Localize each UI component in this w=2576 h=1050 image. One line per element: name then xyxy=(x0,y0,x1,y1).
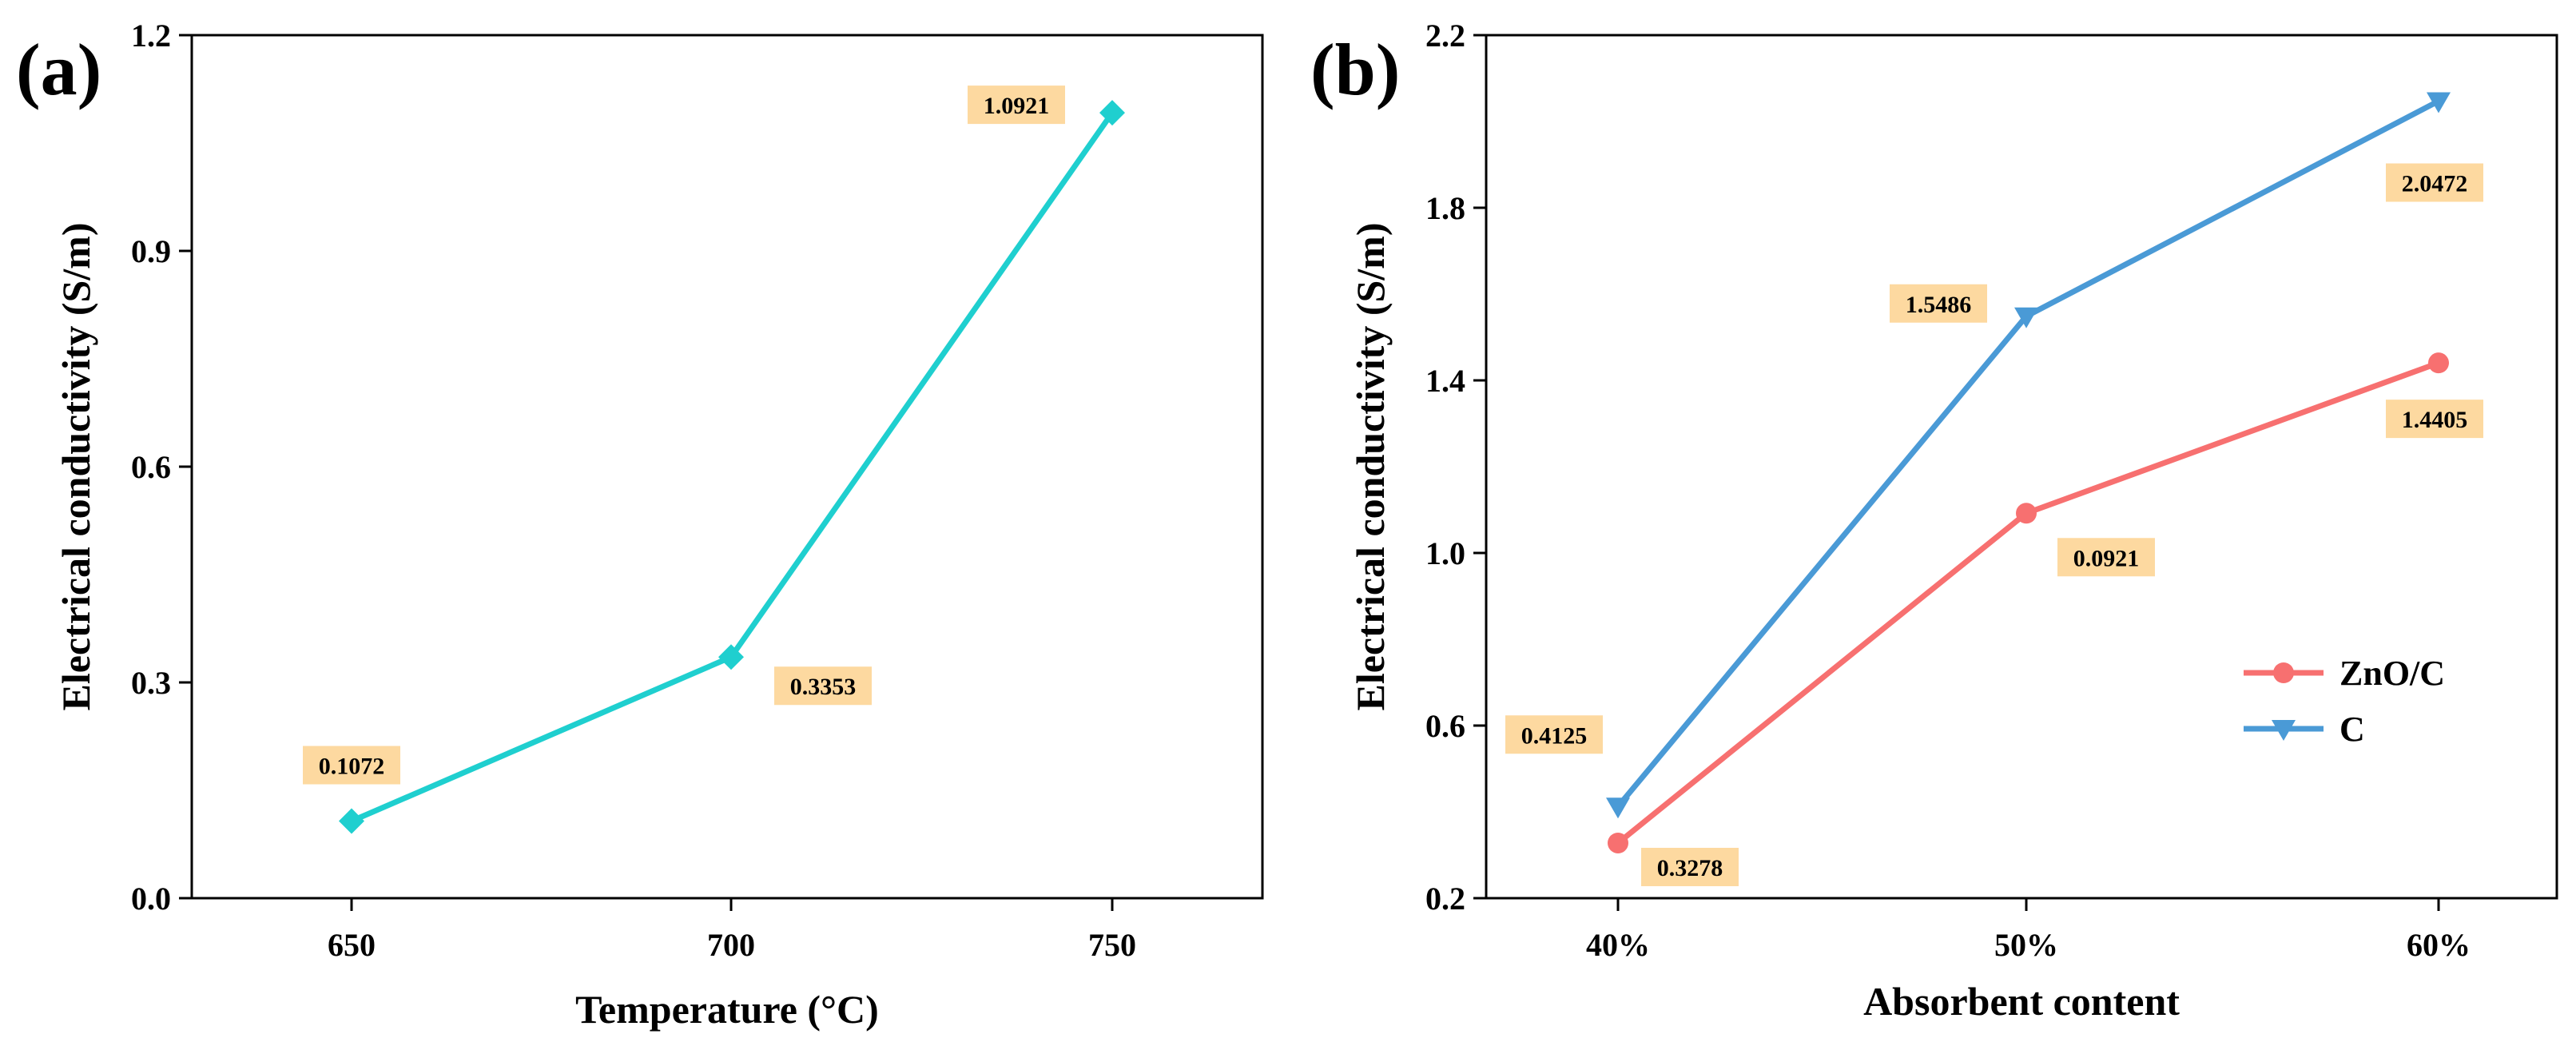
y-tick-label: 1.8 xyxy=(1425,190,1465,226)
legend-label: C xyxy=(2339,710,2365,749)
y-tick-label: 1.4 xyxy=(1425,363,1465,399)
data-label-box xyxy=(2386,400,2483,439)
data-point xyxy=(1099,100,1125,126)
series-line xyxy=(1616,98,2440,809)
x-tick-label: 40% xyxy=(1586,927,1650,963)
x-tick-label: 700 xyxy=(707,927,755,963)
y-tick-label: 1.0 xyxy=(1425,535,1465,571)
axes-b: 0.2 0.6 1.0 1.4 1.8 2.2 40% 50% 60% xyxy=(1425,18,2471,963)
series-b xyxy=(1606,92,2451,853)
y-tick-label: 2.2 xyxy=(1425,18,1465,54)
y-tick-label: 0.3 xyxy=(131,665,171,701)
data-label-box xyxy=(2057,538,2155,577)
y-tick-label: 0.6 xyxy=(131,449,171,485)
y-tick-label: 0.6 xyxy=(1425,708,1465,744)
panel-label-a: (a) xyxy=(16,29,101,110)
x-tick-label: 750 xyxy=(1088,927,1136,963)
axes-a: 0.0 0.3 0.6 0.9 1.2 650 700 750 xyxy=(131,18,1136,963)
x-tick-label: 650 xyxy=(328,927,376,963)
data-point xyxy=(2428,352,2449,374)
y-tick-label: 1.2 xyxy=(131,18,171,54)
y-tick-label: 0.2 xyxy=(1425,881,1465,917)
data-point xyxy=(718,644,744,670)
data-label: 0.3353 xyxy=(790,674,857,700)
data-label: 0.3278 xyxy=(1657,855,1723,881)
data-point xyxy=(1606,797,1630,819)
panel-label-b: (b) xyxy=(1310,29,1400,110)
y-axis-title-a: Electrical conductivity (S/m) xyxy=(54,223,98,711)
y-tick-label: 0.0 xyxy=(131,881,171,917)
data-point xyxy=(339,808,364,834)
data-label: 0.4125 xyxy=(1521,722,1588,749)
data-label-box xyxy=(1505,715,1603,754)
data-label-box xyxy=(1890,284,1987,323)
data-label-box xyxy=(1641,847,1739,886)
data-label: 1.0921 xyxy=(984,93,1050,119)
series-line xyxy=(350,111,1115,824)
data-labels-a: 0.1072 0.3353 1.0921 xyxy=(303,86,1065,785)
chart-a: (a) 0.0 0.3 0.6 0.9 1.2 650 700 750 0.1072 0.335… xyxy=(16,18,1264,1032)
x-axis-title-b: Absorbent content xyxy=(1863,979,2180,1024)
legend-marker xyxy=(2273,662,2294,683)
x-tick-label: 50% xyxy=(1994,927,2058,963)
x-tick-label: 60% xyxy=(2407,927,2471,963)
plot-frame-b xyxy=(1485,34,2558,900)
data-label: 0.1072 xyxy=(319,754,385,780)
y-axis-title-b: Electrical conductivity (S/m) xyxy=(1348,223,1393,711)
data-label: 1.5486 xyxy=(1906,292,1972,318)
data-label-box xyxy=(2386,163,2483,202)
series-a xyxy=(339,100,1125,834)
data-point xyxy=(2427,92,2451,113)
chart-b: (b) 0.20.61.01.41.82.240% 50% 60% 0.32780.… xyxy=(1310,18,2558,1024)
data-point xyxy=(2016,503,2037,524)
data-labels-b: 0.3278 0.0921 1.4405 0.4125 1.5486 2.0472 xyxy=(1505,163,2483,886)
x-axis-title-a: Temperature (°C) xyxy=(575,987,879,1032)
legend-b: ZnO/C C xyxy=(2244,654,2445,749)
data-point xyxy=(2014,307,2038,328)
data-label-box xyxy=(968,86,1065,125)
data-label: 2.0472 xyxy=(2402,171,2468,197)
data-label: 1.4405 xyxy=(2402,407,2468,433)
data-label-box xyxy=(774,666,872,706)
legend-marker xyxy=(2272,720,2296,741)
legend-label: ZnO/C xyxy=(2339,654,2445,693)
data-label-box xyxy=(303,746,400,785)
series-line xyxy=(1616,360,2440,845)
y-tick-label: 0.9 xyxy=(131,233,171,269)
data-point xyxy=(1608,832,1628,853)
data-label: 0.0921 xyxy=(2073,545,2140,571)
